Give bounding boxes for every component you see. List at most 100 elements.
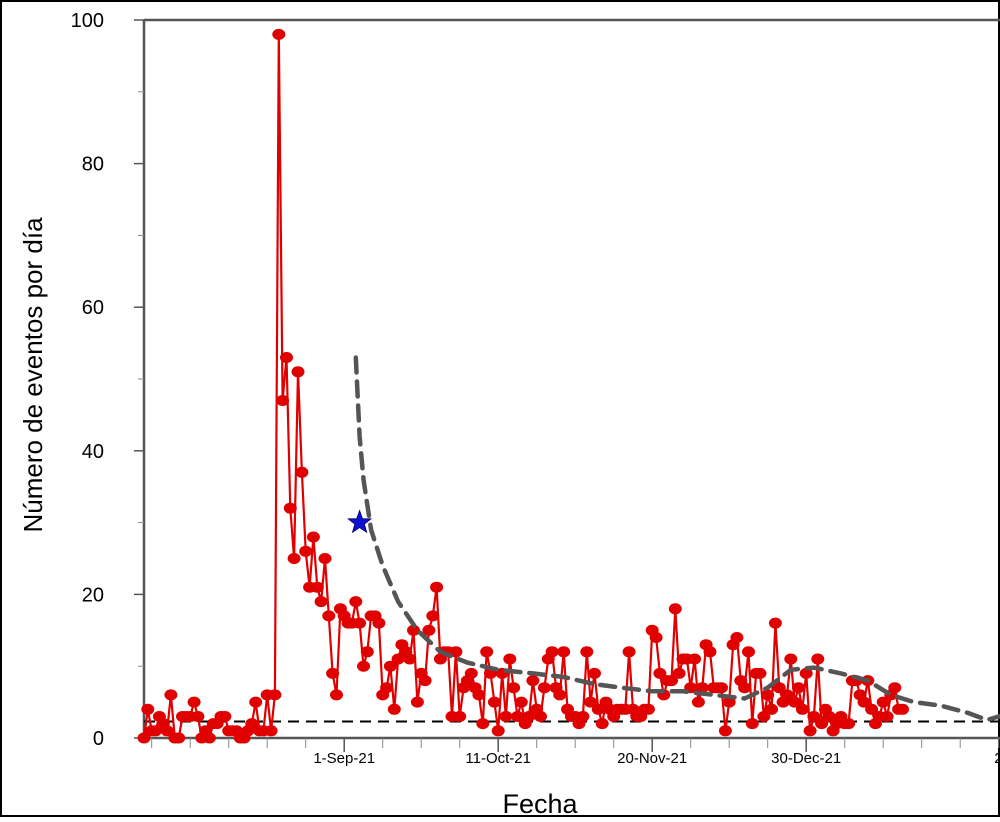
daily-event-point — [322, 610, 335, 621]
daily-event-point — [319, 553, 332, 564]
daily-event-point — [580, 646, 593, 657]
daily-event-point — [669, 603, 682, 614]
daily-event-point — [265, 725, 278, 736]
daily-event-point — [492, 725, 505, 736]
daily-event-point — [357, 661, 370, 672]
y-tick-label: 60 — [82, 297, 104, 319]
daily-event-point — [488, 697, 501, 708]
daily-event-point — [465, 668, 478, 679]
daily-event-point — [704, 646, 717, 657]
daily-event-point — [715, 682, 728, 693]
y-tick-label: 20 — [82, 584, 104, 606]
daily-event-point — [507, 682, 520, 693]
daily-event-point — [164, 689, 177, 700]
daily-event-point — [553, 689, 566, 700]
daily-event-point — [588, 668, 601, 679]
daily-event-point — [730, 632, 743, 643]
daily-event-point — [842, 718, 855, 729]
daily-event-point — [284, 503, 297, 514]
daily-event-point — [503, 654, 516, 665]
daily-event-point — [411, 697, 424, 708]
daily-event-point — [515, 697, 528, 708]
daily-event-point — [141, 704, 154, 715]
daily-event-point — [576, 711, 589, 722]
x-axis-label: Fecha — [502, 789, 578, 817]
daily-event-point — [191, 711, 204, 722]
daily-event-point — [330, 689, 343, 700]
daily-event-point — [315, 596, 328, 607]
daily-event-point — [203, 733, 216, 744]
daily-event-point — [888, 682, 901, 693]
daily-event-point — [534, 711, 547, 722]
daily-event-point — [403, 654, 416, 665]
daily-event-point — [784, 654, 797, 665]
y-tick-label: 0 — [93, 728, 104, 750]
daily-event-point — [388, 704, 401, 715]
daily-event-point — [499, 711, 512, 722]
daily-event-point — [272, 29, 285, 40]
daily-event-point — [792, 682, 805, 693]
x-tick-label: 20-Nov-21 — [617, 750, 687, 767]
daily-event-point — [719, 725, 732, 736]
daily-event-point — [380, 682, 393, 693]
daily-event-point — [769, 618, 782, 629]
daily-event-point — [480, 646, 493, 657]
daily-event-point — [426, 610, 439, 621]
daily-event-point — [472, 689, 485, 700]
daily-event-point — [538, 682, 551, 693]
daily-event-point — [692, 697, 705, 708]
daily-event-point — [765, 704, 778, 715]
daily-event-point — [688, 654, 701, 665]
daily-event-point — [623, 646, 636, 657]
daily-event-point — [172, 733, 185, 744]
daily-event-point — [307, 532, 320, 543]
daily-event-point — [276, 395, 289, 406]
daily-event-point — [430, 582, 443, 593]
daily-event-point — [673, 668, 686, 679]
daily-event-point — [372, 618, 385, 629]
daily-event-point — [742, 646, 755, 657]
x-tick-label: 28-Feb-2022 — [994, 750, 1000, 767]
daily-event-point — [546, 646, 559, 657]
daily-event-point — [896, 704, 909, 715]
daily-event-point — [361, 646, 374, 657]
daily-event-point — [218, 711, 231, 722]
daily-event-point — [881, 711, 894, 722]
daily-event-point — [419, 675, 432, 686]
y-tick-label: 40 — [82, 441, 104, 463]
daily-event-point — [761, 689, 774, 700]
daily-event-point — [557, 646, 570, 657]
daily-event-point — [188, 697, 201, 708]
daily-event-point — [292, 366, 305, 377]
x-tick-label: 11-Oct-21 — [465, 750, 531, 767]
daily-event-point — [280, 352, 293, 363]
daily-event-point — [476, 718, 489, 729]
daily-event-point — [642, 704, 655, 715]
y-tick-label: 100 — [71, 10, 104, 32]
daily-event-point — [754, 668, 767, 679]
daily-event-point — [295, 467, 308, 478]
daily-event-point — [311, 582, 324, 593]
y-axis-label: Número de eventos por día — [18, 217, 48, 533]
daily-event-point — [353, 618, 366, 629]
daily-event-point — [811, 654, 824, 665]
daily-event-point — [299, 546, 312, 557]
daily-event-point — [268, 689, 281, 700]
x-tick-label: 30-Dec-21 — [771, 750, 841, 767]
y-tick-label: 80 — [82, 154, 104, 176]
daily-event-point — [596, 718, 609, 729]
daily-event-point — [526, 675, 539, 686]
daily-event-point — [796, 704, 809, 715]
x-tick-label: 1-Sep-21 — [313, 750, 375, 767]
daily-event-point — [804, 725, 817, 736]
daily-event-point — [746, 718, 759, 729]
daily-event-point — [326, 668, 339, 679]
daily-event-point — [738, 682, 751, 693]
daily-event-point — [349, 596, 362, 607]
daily-event-point — [650, 632, 663, 643]
daily-event-point — [453, 711, 466, 722]
daily-event-point — [288, 553, 301, 564]
daily-event-point — [249, 697, 262, 708]
